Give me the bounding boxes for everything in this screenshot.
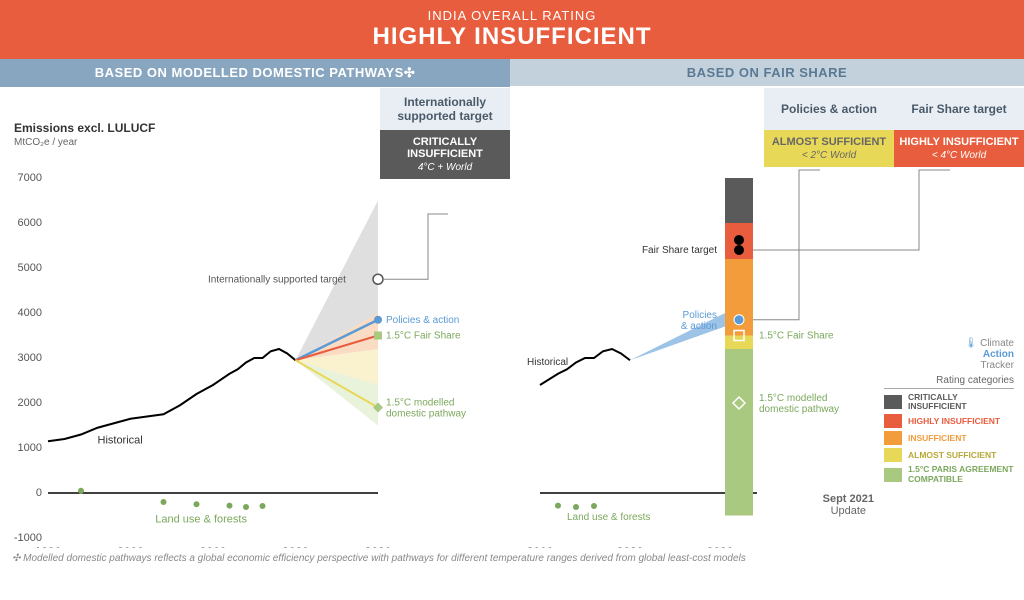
svg-text:3000: 3000 xyxy=(18,352,42,364)
legend-swatch xyxy=(884,431,902,445)
chart-left: -1000 0 1000 2000 3000 4000 5000 6000 7000 1990 20… xyxy=(0,88,510,548)
legend-title: Rating categories xyxy=(884,375,1014,389)
svg-text:1.5°C Fair Share: 1.5°C Fair Share xyxy=(386,331,461,342)
panel-right-title: BASED ON FAIR SHARE xyxy=(510,59,1024,86)
svg-text:2010: 2010 xyxy=(200,545,227,548)
legend-label: ALMOST SUFFICIENT xyxy=(908,451,996,460)
legend-box: 🌡 Climate Action Tracker Rating categori… xyxy=(884,338,1014,487)
legend-row: ALMOST SUFFICIENT xyxy=(884,448,1014,462)
legend-row: HIGHLY INSUFFICIENT xyxy=(884,414,1014,428)
header-subtitle: INDIA OVERALL RATING xyxy=(0,8,1024,23)
svg-text:2030: 2030 xyxy=(365,545,392,548)
svg-text:Land use & forests: Land use & forests xyxy=(155,513,247,525)
svg-text:Historical: Historical xyxy=(98,434,143,446)
svg-text:2000: 2000 xyxy=(18,397,42,409)
header-banner: INDIA OVERALL RATING HIGHLY INSUFFICIENT xyxy=(0,0,1024,59)
infographic-container: INDIA OVERALL RATING HIGHLY INSUFFICIENT… xyxy=(0,0,1024,600)
svg-text:Policies & action: Policies & action xyxy=(386,315,459,326)
legend-swatch xyxy=(884,395,902,409)
legend-items: CRITICALLY INSUFFICIENT HIGHLY INSUFFICIE… xyxy=(884,393,1014,484)
svg-text:5000: 5000 xyxy=(18,262,42,274)
svg-text:Internationally supported targ: Internationally supported target xyxy=(208,274,346,285)
svg-text:1000: 1000 xyxy=(18,442,42,454)
update-note: Sept 2021 Update xyxy=(823,493,874,517)
legend-swatch xyxy=(884,448,902,462)
legend-label: INSUFFICIENT xyxy=(908,434,967,443)
svg-text:Land use & forests: Land use & forests xyxy=(567,512,650,523)
svg-text:Fair Share target: Fair Share target xyxy=(642,245,717,256)
svg-text:1.5°C modelleddomestic pathway: 1.5°C modelleddomestic pathway xyxy=(386,398,466,420)
legend-label: CRITICALLY INSUFFICIENT xyxy=(908,393,1014,412)
svg-text:6000: 6000 xyxy=(18,217,42,229)
svg-text:7000: 7000 xyxy=(18,172,42,184)
svg-text:Policies& action: Policies& action xyxy=(681,310,717,332)
legend-label: HIGHLY INSUFFICIENT xyxy=(908,417,1000,426)
svg-text:1.5°C Fair Share: 1.5°C Fair Share xyxy=(759,331,834,342)
legend-row: 1.5°C PARIS AGREEMENT COMPATIBLE xyxy=(884,465,1014,484)
svg-text:1990: 1990 xyxy=(35,545,62,548)
svg-text:1.5°C modelleddomestic pathway: 1.5°C modelleddomestic pathway xyxy=(759,393,839,415)
legend-row: CRITICALLY INSUFFICIENT xyxy=(884,393,1014,412)
svg-text:2030: 2030 xyxy=(707,545,734,548)
update-sub: Update xyxy=(823,505,874,517)
svg-text:2010: 2010 xyxy=(527,545,554,548)
panels-row: BASED ON MODELLED DOMESTIC PATHWAYS✣ Int… xyxy=(0,59,1024,547)
update-date: Sept 2021 xyxy=(823,493,874,505)
svg-text:4000: 4000 xyxy=(18,307,42,319)
svg-text:2020: 2020 xyxy=(282,545,309,548)
svg-text:2000: 2000 xyxy=(117,545,144,548)
legend-swatch xyxy=(884,414,902,428)
legend-swatch xyxy=(884,468,902,482)
svg-text:Historical: Historical xyxy=(527,357,568,368)
cat-logo: 🌡 Climate Action Tracker xyxy=(884,338,1014,371)
svg-text:0: 0 xyxy=(36,487,42,499)
panel-right: BASED ON FAIR SHARE Policies & action AL… xyxy=(510,59,1024,547)
svg-text:-1000: -1000 xyxy=(14,532,42,544)
footnote: ✣ Modelled domestic pathways reflects a … xyxy=(0,547,1024,570)
header-title: HIGHLY INSUFFICIENT xyxy=(0,23,1024,51)
legend-label: 1.5°C PARIS AGREEMENT COMPATIBLE xyxy=(908,465,1014,484)
panel-left: BASED ON MODELLED DOMESTIC PATHWAYS✣ Int… xyxy=(0,59,510,547)
panel-left-title: BASED ON MODELLED DOMESTIC PATHWAYS✣ xyxy=(0,59,510,87)
svg-text:2020: 2020 xyxy=(617,545,644,548)
legend-row: INSUFFICIENT xyxy=(884,431,1014,445)
